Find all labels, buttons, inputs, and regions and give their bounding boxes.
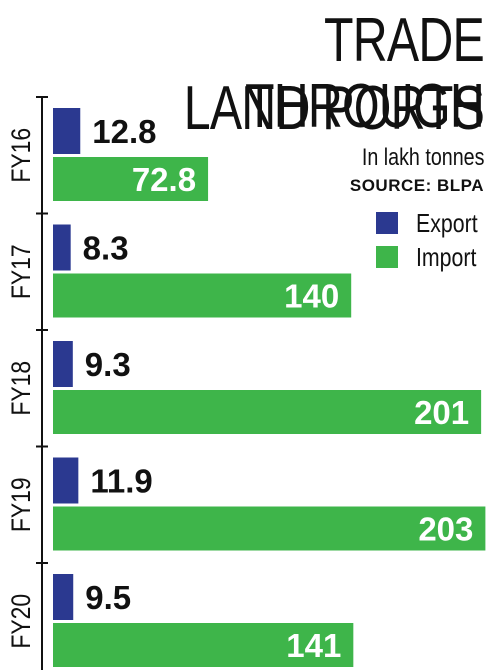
export-value-label-fy16: 12.8 bbox=[92, 113, 156, 150]
legend-swatch-export bbox=[376, 212, 398, 234]
legend-label-export: Export bbox=[416, 208, 478, 238]
import-value-label-fy17: 140 bbox=[284, 278, 339, 315]
category-label-fy19: FY19 bbox=[6, 477, 36, 532]
category-label-fy18: FY18 bbox=[6, 361, 36, 416]
source-note: SOURCE: BLPA bbox=[349, 176, 484, 195]
export-bar-fy20 bbox=[53, 574, 74, 620]
export-value-label-fy20: 9.5 bbox=[85, 579, 131, 616]
export-value-label-fy18: 9.3 bbox=[85, 346, 131, 383]
category-label-fy20: FY20 bbox=[6, 594, 36, 649]
export-bar-fy17 bbox=[53, 224, 71, 271]
export-value-label-fy19: 11.9 bbox=[90, 463, 152, 500]
import-value-label-fy20: 141 bbox=[286, 627, 341, 664]
import-bar-fy18 bbox=[53, 390, 482, 434]
chart-subtitle: In lakh tonnes bbox=[361, 144, 484, 171]
chart-title-line-2: LAND PORTS bbox=[183, 74, 485, 143]
chart-title-line-1: TRADE THROUGH bbox=[244, 6, 485, 141]
import-value-label-fy19: 203 bbox=[418, 511, 473, 548]
legend-label-import: Import bbox=[416, 242, 477, 272]
import-bar-fy16 bbox=[53, 157, 209, 201]
import-value-label-fy18: 201 bbox=[414, 394, 469, 431]
export-bar-fy16 bbox=[53, 108, 81, 154]
import-bar-fy20 bbox=[53, 623, 354, 667]
import-bar-fy19 bbox=[53, 506, 486, 551]
export-bar-fy19 bbox=[53, 457, 79, 504]
category-label-fy16: FY16 bbox=[6, 128, 36, 183]
import-value-label-fy16: 72.8 bbox=[132, 161, 196, 198]
import-bar-fy17 bbox=[53, 273, 352, 318]
export-bar-fy18 bbox=[53, 341, 73, 387]
export-value-label-fy17: 8.3 bbox=[83, 230, 129, 267]
legend-swatch-import bbox=[376, 246, 398, 268]
category-label-fy17: FY17 bbox=[6, 244, 36, 299]
